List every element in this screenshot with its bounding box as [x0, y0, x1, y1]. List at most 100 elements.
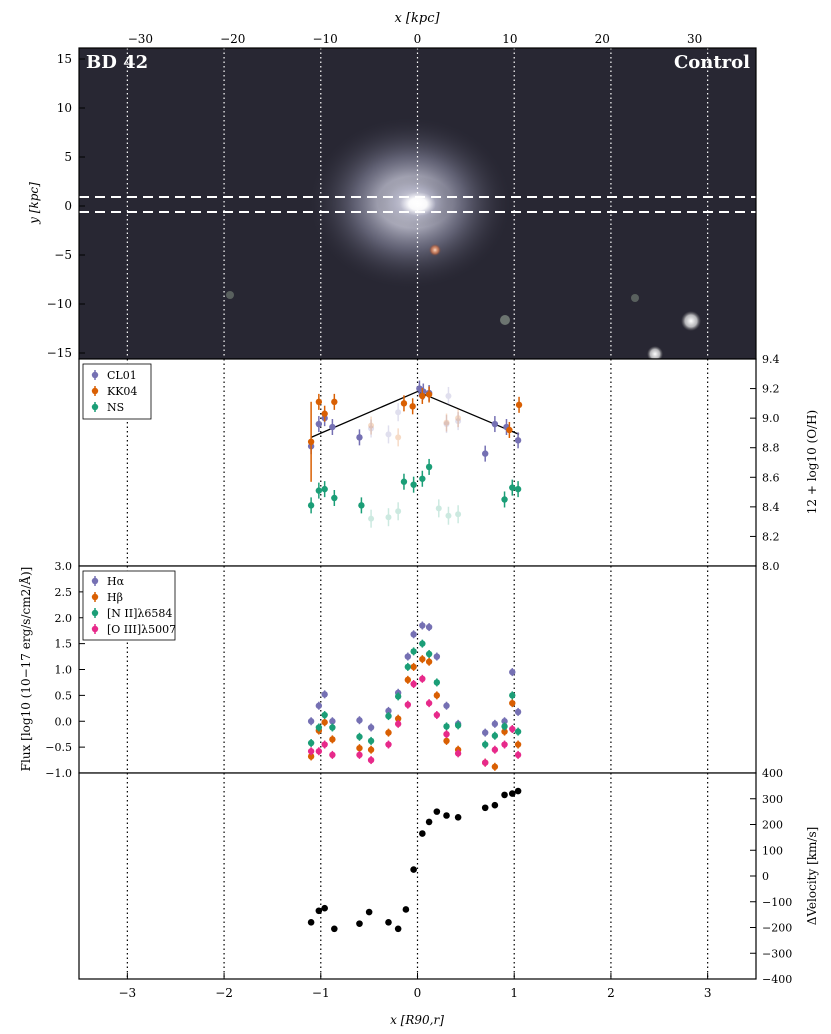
bright-star-2 [647, 346, 663, 359]
tick-label-y: 0.5 [55, 689, 73, 702]
flux-point [307, 717, 315, 726]
tick-label-y: 9.2 [762, 383, 780, 396]
faded-point-cl01 [443, 415, 450, 434]
flux-point [443, 722, 450, 731]
flux-legend: Hα Hβ [N II]λ6584 [O III]λ5007 [82, 570, 176, 641]
velocity-point [356, 920, 363, 927]
flux-point [321, 718, 328, 727]
flux-point [433, 652, 441, 661]
tick-label-kpc: −30 [128, 32, 153, 46]
tick-label-kpc: −20 [220, 32, 245, 46]
tick-label-x: 3 [704, 986, 712, 1000]
flux-point [404, 662, 412, 671]
tick-label-kpc: 20 [595, 32, 610, 46]
point-cl01 [315, 416, 323, 433]
tick-label-y: 8.2 [762, 530, 780, 543]
faded-point-cl01 [455, 412, 462, 431]
flux-point [367, 736, 375, 745]
tick-label-y: −5 [54, 248, 72, 262]
flux-point [356, 750, 363, 759]
tick-label-x: 0 [414, 986, 422, 1000]
faint-star-2 [226, 291, 234, 299]
point-ns [331, 489, 338, 506]
flux-point [509, 691, 516, 700]
tick-label-y: −200 [762, 922, 792, 935]
flux-point [491, 731, 499, 740]
faded-point-kk04 [395, 428, 402, 447]
flux-point [321, 740, 328, 749]
flux-point [425, 649, 433, 658]
velocity-point [385, 919, 392, 926]
legend-label: [O III]λ5007 [107, 623, 176, 636]
flux-point [367, 723, 375, 732]
legend-label: KK04 [107, 385, 137, 398]
flux-point [385, 728, 392, 737]
top-axis-label: x [kpc] [394, 11, 440, 26]
flux-point [419, 674, 426, 683]
legend-marker [91, 608, 99, 618]
velocity-point [425, 818, 433, 826]
faded-point-cl01 [385, 425, 392, 444]
metallicity-gridlines [126, 359, 709, 566]
point-kk04 [400, 395, 408, 412]
point-kk04 [506, 421, 513, 438]
flux-point [356, 716, 363, 725]
tick-label-y: 8.6 [762, 471, 780, 484]
tick-label-y: 0 [64, 199, 72, 213]
flux-point [509, 668, 516, 677]
point-kk04 [515, 396, 523, 413]
flux-gridlines [126, 566, 709, 773]
point-kk04 [315, 393, 323, 410]
point-ns [501, 491, 508, 508]
flux-point [356, 744, 363, 753]
flux-point [433, 678, 441, 687]
faded-point-kk04 [455, 409, 462, 428]
flux-point [329, 723, 336, 732]
point-ns [400, 473, 408, 490]
flux-panel: 3.0 2.5 2.0 1.5 1.0 0.5 0.0 −0.5 −1.0 Flux [log1… [18, 560, 757, 780]
tick-label-x: −3 [119, 986, 137, 1000]
tick-label-y: 8.0 [762, 560, 780, 573]
tick-label-kpc: 10 [502, 32, 517, 46]
faded-point-ns [395, 502, 402, 521]
legend-marker [91, 624, 99, 634]
flux-point [425, 657, 433, 666]
velocity-x-ticks: −3 −2 −1 0 1 2 3 [119, 973, 712, 1000]
tick-label-x: 2 [607, 986, 615, 1000]
tick-label-y: 2.0 [55, 612, 73, 625]
point-ns [315, 482, 323, 499]
faded-point-cl01 [368, 419, 375, 438]
point-ns [419, 470, 426, 487]
legend-label: CL01 [107, 369, 137, 382]
velocity-point [501, 791, 508, 799]
red-star [429, 244, 441, 256]
velocity-point [365, 908, 373, 916]
flux-point [514, 727, 522, 736]
tick-label-y: 8.4 [762, 501, 780, 514]
faded-point-ns [368, 509, 375, 528]
velocity-point [514, 787, 522, 795]
metallicity-points [307, 380, 523, 528]
flux-point [404, 652, 412, 661]
faded-point-cl01 [445, 386, 452, 405]
flux-point [410, 679, 417, 688]
point-kk04 [307, 401, 315, 482]
point-kk04 [331, 393, 338, 410]
tick-label-kpc: −10 [312, 32, 337, 46]
flux-point [321, 690, 328, 699]
tick-label-y: −100 [762, 896, 792, 909]
point-ns [307, 497, 315, 514]
flux-point [443, 736, 450, 745]
velocity-point [394, 925, 402, 933]
tick-label-kpc: 30 [687, 32, 702, 46]
point-cl01 [514, 432, 522, 449]
flux-y-ticks: 3.0 2.5 2.0 1.5 1.0 0.5 0.0 −0.5 −1.0 [45, 560, 85, 780]
flux-points [307, 621, 522, 771]
flux-point [419, 639, 426, 648]
tick-label-x: 1 [510, 986, 518, 1000]
point-ns [321, 481, 328, 498]
faded-point-ns [385, 508, 392, 527]
tick-label-y: −15 [47, 346, 72, 360]
faded-point-ns [435, 499, 442, 518]
